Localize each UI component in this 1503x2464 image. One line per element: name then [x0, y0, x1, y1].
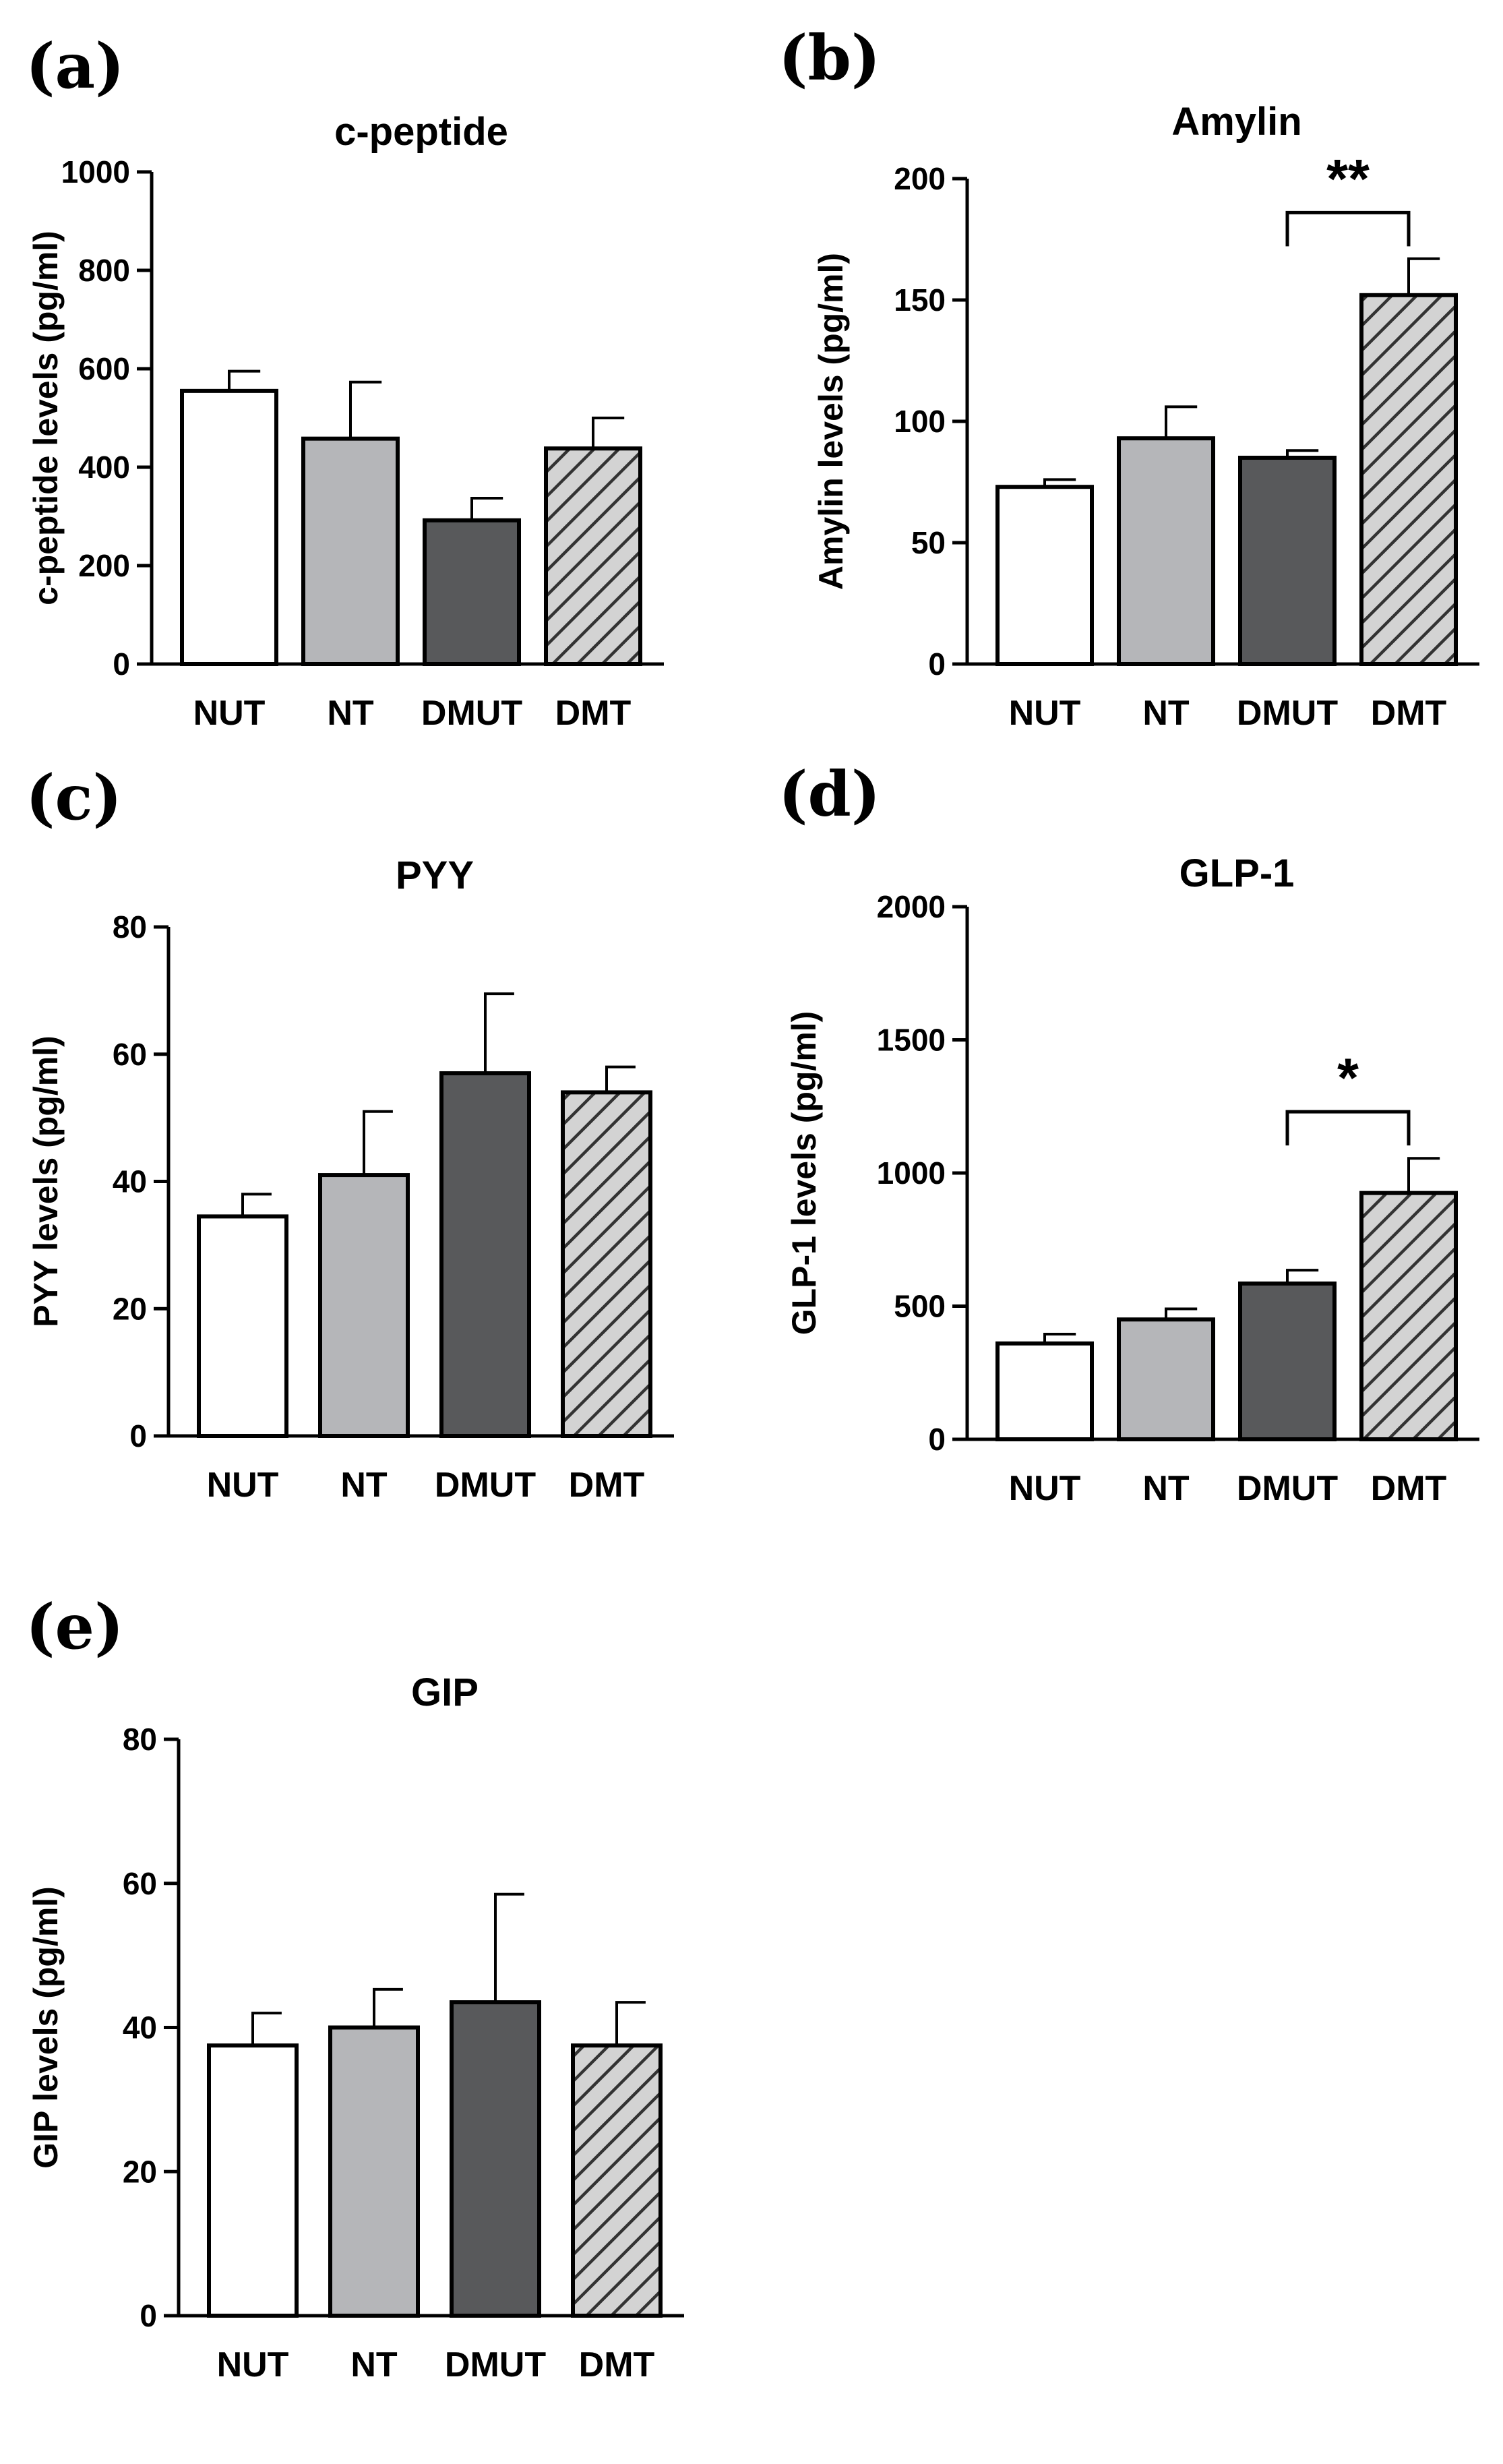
y-tick-label: 400: [78, 450, 130, 485]
x-tick-label: NT: [327, 694, 374, 733]
y-tick-label: 600: [78, 351, 130, 386]
x-tick-label: DMT: [569, 1466, 645, 1505]
bar-dmt: [1359, 1191, 1458, 1441]
chart-title: PYY: [396, 853, 474, 897]
x-tick-label: NT: [340, 1466, 388, 1505]
x-tick-label: DMT: [1371, 694, 1447, 733]
y-tick-label: 50: [911, 525, 946, 560]
y-tick-label: 80: [123, 1722, 157, 1757]
y-tick-label: 1000: [61, 154, 130, 189]
y-tick-label: 200: [78, 548, 130, 583]
x-tick-label: NT: [1142, 694, 1190, 733]
y-axis-label: GIP levels (pg/ml): [27, 1886, 65, 2169]
chart-panel-2: (c) PYY PYY levels (pg/ml) 0 20 40 60 80 NUT NT DM…: [26, 761, 674, 1505]
bar-nt: [1117, 436, 1215, 666]
bar-nut: [995, 485, 1094, 666]
chart-panel-1: (b) Amylin Amylin levels (pg/ml) 0 50 100 150 2…: [778, 22, 1479, 733]
bar-dmt: [561, 1090, 652, 1438]
bar-dmt: [571, 2043, 663, 2318]
chart-title: c-peptide: [334, 110, 508, 154]
significance-bracket: [1285, 1110, 1411, 1146]
y-axis-label: Amylin levels (pg/ml): [812, 253, 850, 590]
bar-nut: [995, 1341, 1094, 1442]
x-tick-label: DMUT: [421, 694, 522, 733]
y-tick-label: 150: [894, 282, 946, 318]
significance-label: **: [1326, 148, 1370, 210]
y-axis-label: c-peptide levels (pg/ml): [27, 231, 65, 605]
y-tick-label: 0: [113, 647, 130, 682]
y-axis-label: GLP-1 levels (pg/ml): [785, 1011, 823, 1335]
x-tick-label: NUT: [1009, 694, 1081, 733]
y-tick-label: 100: [894, 404, 946, 439]
y-tick-label: 60: [113, 1037, 147, 1072]
y-tick-label: 0: [928, 647, 946, 682]
panel-letter: (b): [778, 22, 880, 94]
y-tick-label: 200: [894, 161, 946, 196]
bar-nt: [301, 436, 400, 666]
chart-title: GLP-1: [1179, 851, 1295, 895]
panel-letter: (d): [778, 758, 880, 831]
y-tick-label: 40: [113, 1164, 147, 1199]
x-tick-label: DMT: [555, 694, 632, 733]
bar-dmut: [423, 518, 521, 667]
panel-letter: (c): [26, 761, 122, 834]
chart-panel-3: (d) GLP-1 GLP-1 levels (pg/ml) 0 500 1000 1500…: [778, 758, 1479, 1508]
chart-title: Amylin: [1171, 100, 1301, 144]
significance-bracket: [1285, 210, 1411, 247]
x-tick-label: DMT: [1371, 1469, 1447, 1508]
x-tick-label: NT: [1142, 1469, 1190, 1508]
x-tick-label: NUT: [193, 694, 266, 733]
y-axis-label: PYY levels (pg/ml): [27, 1035, 65, 1327]
chart-panel-4: (e) GIP GIP levels (pg/ml) 0 20 40 60 80 NUT NT DM…: [26, 1590, 684, 2384]
bar-nt: [318, 1173, 410, 1438]
y-tick-label: 20: [123, 2154, 157, 2189]
bar-dmut: [439, 1071, 531, 1438]
x-tick-label: DMT: [579, 2345, 655, 2384]
y-tick-label: 20: [113, 1291, 147, 1326]
x-tick-label: DMUT: [435, 1466, 536, 1505]
x-tick-label: DMUT: [445, 2345, 546, 2384]
y-tick-label: 1500: [877, 1023, 946, 1058]
x-tick-label: NUT: [217, 2345, 289, 2384]
x-tick-label: DMUT: [1237, 1469, 1338, 1508]
bar-nut: [207, 2043, 299, 2318]
x-tick-label: NUT: [1009, 1469, 1081, 1508]
y-tick-label: 800: [78, 253, 130, 288]
bar-dmut: [1238, 456, 1337, 666]
y-tick-label: 500: [894, 1289, 946, 1324]
x-tick-label: NT: [350, 2345, 398, 2384]
y-tick-label: 2000: [877, 889, 946, 924]
bar-dmut: [450, 2000, 541, 2318]
y-tick-label: 60: [123, 1866, 157, 1901]
bar-dmut: [1238, 1281, 1337, 1442]
y-tick-label: 40: [123, 2010, 157, 2045]
bar-nt: [328, 2025, 420, 2318]
panel-letter: (a): [26, 30, 125, 102]
chart-panel-0: (a) c-peptide c-peptide levels (pg/ml) 0 200…: [26, 30, 664, 733]
bar-dmt: [544, 446, 642, 666]
chart-title: GIP: [411, 1671, 479, 1714]
bar-nt: [1117, 1317, 1215, 1441]
bar-nut: [197, 1214, 288, 1438]
x-tick-label: NUT: [207, 1466, 279, 1505]
panel-letter: (e): [26, 1590, 124, 1663]
y-tick-label: 80: [113, 909, 147, 944]
y-tick-label: 0: [129, 1418, 147, 1453]
bar-dmt: [1359, 293, 1458, 666]
bar-nut: [180, 388, 278, 666]
y-tick-label: 0: [928, 1422, 946, 1457]
x-tick-label: DMUT: [1237, 694, 1338, 733]
y-tick-label: 0: [140, 2298, 157, 2333]
y-tick-label: 1000: [877, 1155, 946, 1191]
significance-label: *: [1337, 1048, 1359, 1109]
